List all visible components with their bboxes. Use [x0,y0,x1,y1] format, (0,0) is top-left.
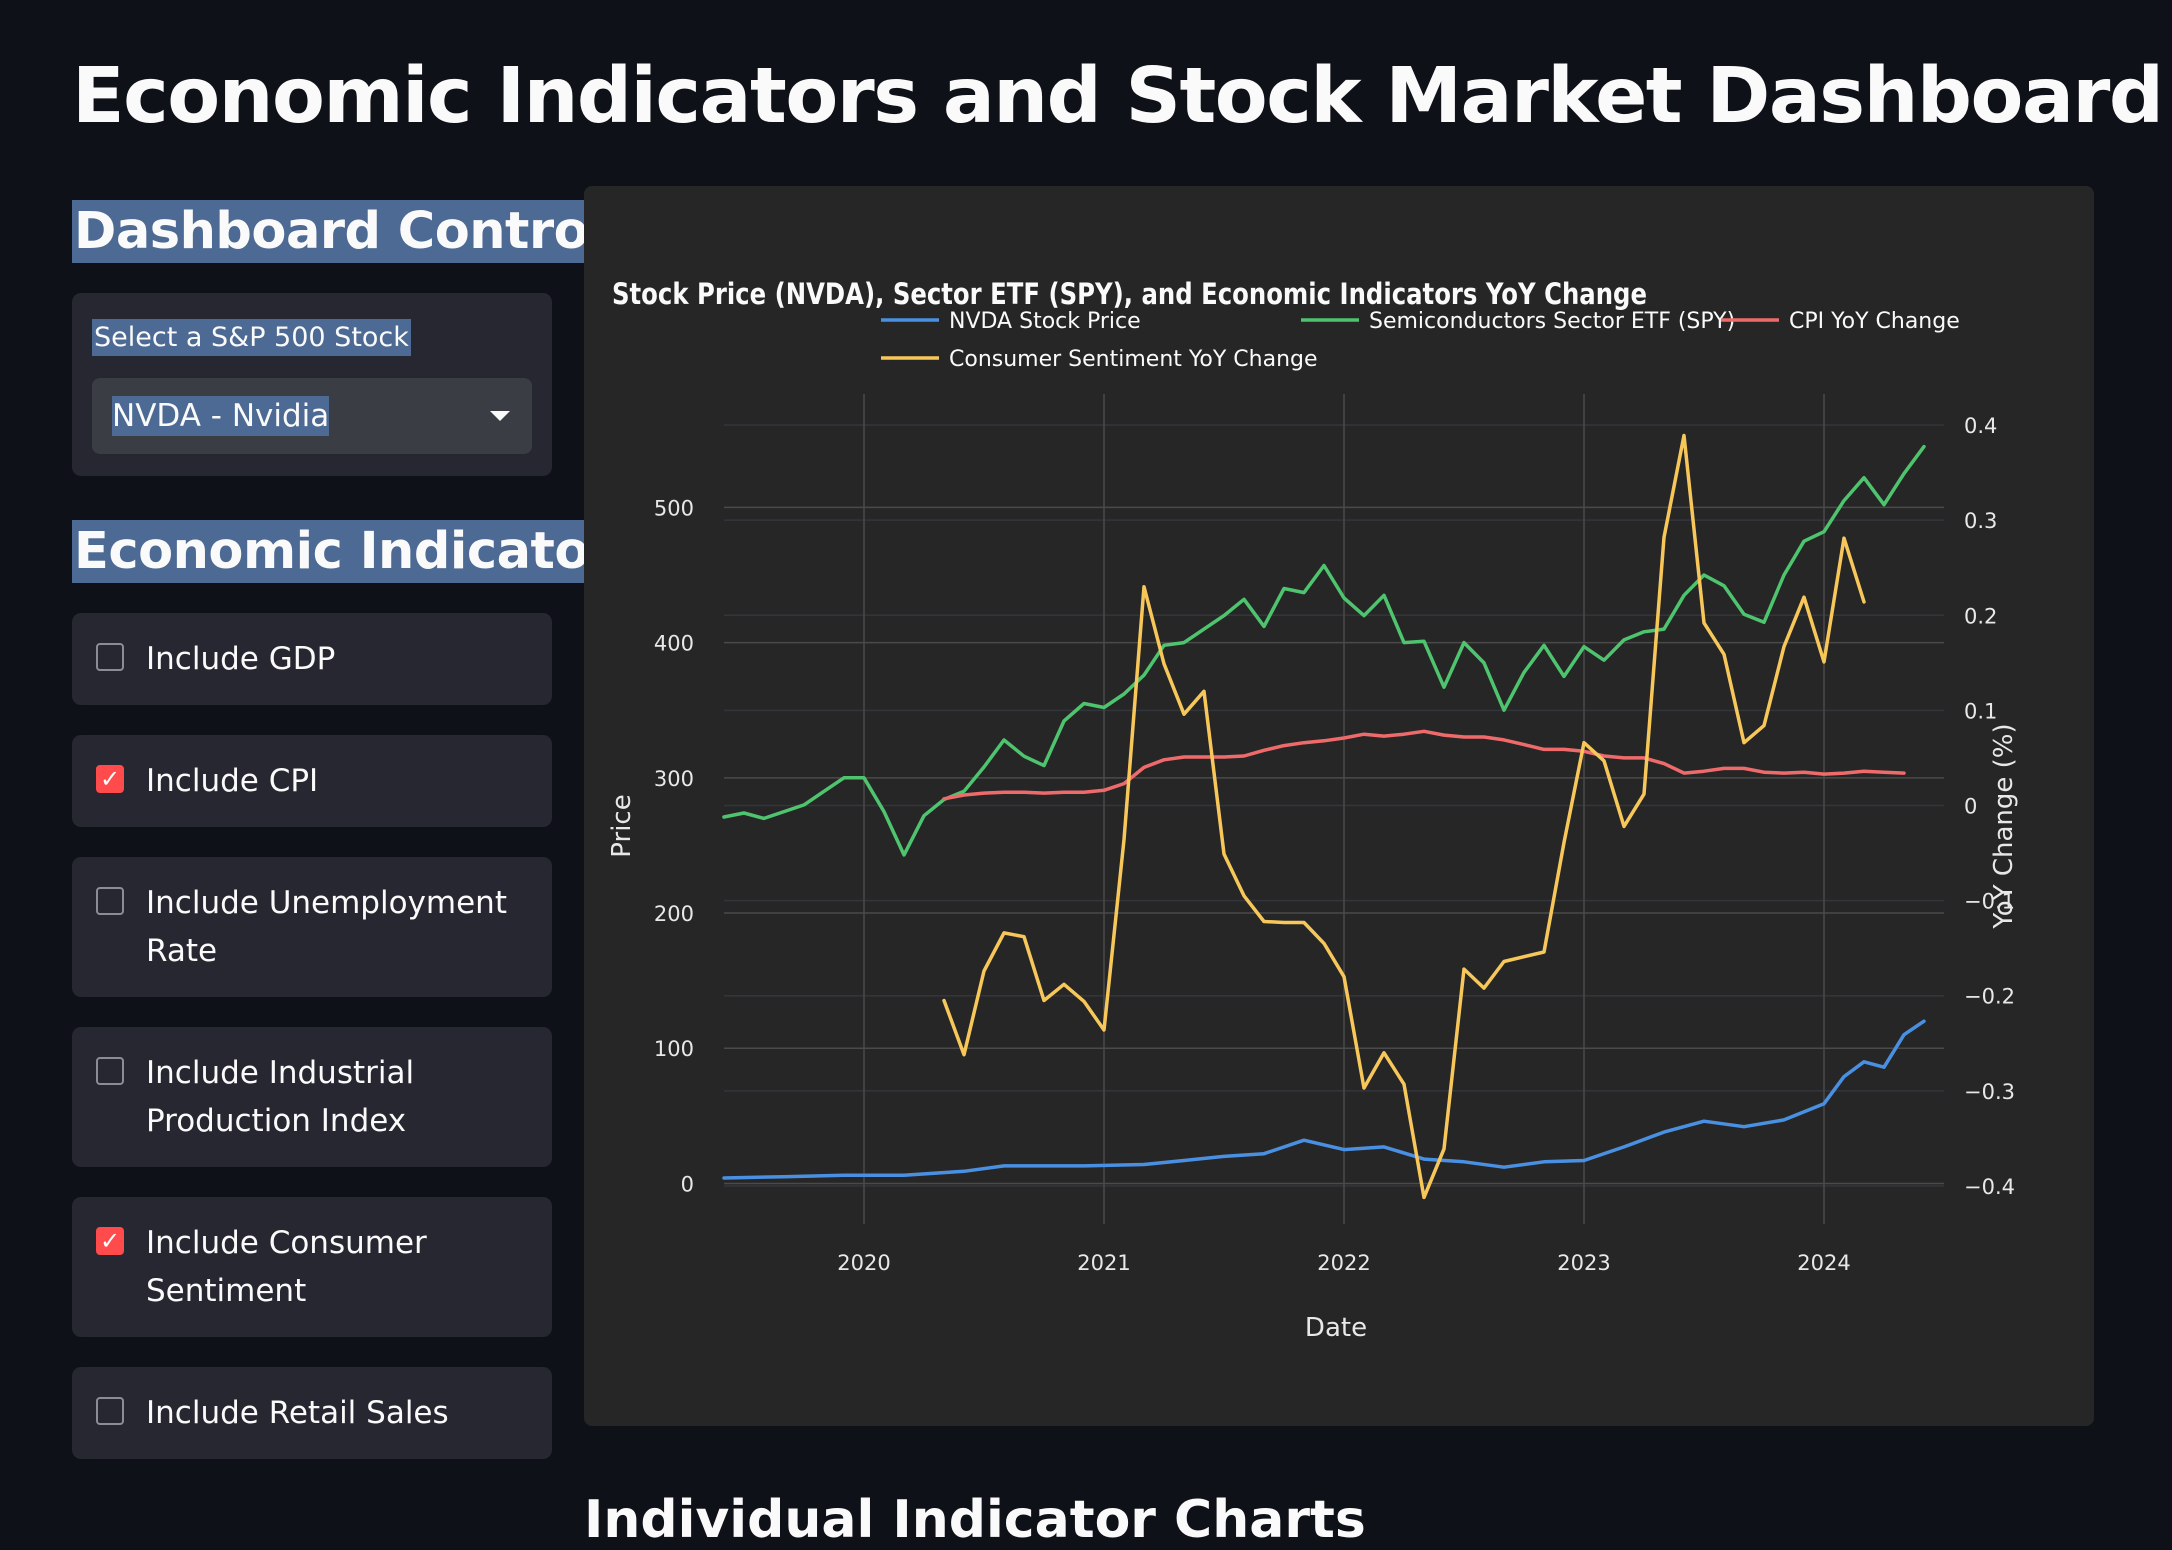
indicator-checkbox-label-line: Production Index [146,1103,407,1139]
indicator-checkbox-label-line: Include CPI [146,763,319,799]
series-line-cpi-yoy-change[interactable] [942,729,1906,801]
indicator-checkbox-label-line: Include GDP [146,641,336,677]
y-tick-label: 400 [654,632,694,656]
y-tick-label: 100 [654,1037,694,1061]
indicator-checkbox-item[interactable]: Include GDP [72,613,552,705]
legend-item[interactable]: NVDA Stock Price [881,309,1141,334]
legend-item[interactable]: Semiconductors Sector ETF (SPY) [1301,309,1735,334]
indicator-checkbox-label: Include Retail Sales [146,1389,449,1437]
y2-tick-label: 0.2 [1964,604,1997,628]
checkbox-unchecked[interactable] [96,643,124,671]
y2-tick-label: −0.1 [1964,890,2015,914]
sidebar: Dashboard Controls Select a S&P 500 Stoc… [72,200,646,1459]
page-title: Economic Indicators and Stock Market Das… [72,52,2164,141]
y2-tick-label: 0.3 [1964,509,1997,533]
economic-indicators-heading: Economic Indicators [72,520,646,583]
series-line-consumer-sentiment-yoy-change[interactable] [942,433,1866,1200]
x-tick-label: 2024 [1797,1251,1850,1275]
chevron-down-icon[interactable] [490,411,510,421]
indicator-checkbox-label: Include GDP [146,635,335,683]
indicator-checkbox-label: Include Unemployment Rate [146,879,507,975]
y-tick-label: 300 [654,767,694,791]
indicator-checkbox-label-line: Sentiment [146,1273,307,1309]
individual-indicator-charts-heading: Individual Indicator Charts [584,1490,1366,1550]
x-tick-label: 2022 [1317,1251,1370,1275]
checkmark-icon: ✓ [99,765,121,793]
y-tick-label: 200 [654,902,694,926]
stock-select-label: Select a S&P 500 Stock [92,319,411,356]
y-axis-label: Price [607,794,637,857]
indicator-checkbox-item[interactable]: Include Retail Sales [72,1367,552,1459]
y2-tick-label: 0.1 [1964,699,1997,723]
indicator-checkbox-item[interactable]: Include Unemployment Rate [72,857,552,997]
indicator-checkbox-label: Include CPI [146,757,318,805]
main-chart: 0.4 0.3 0.2 0.1 0 −0.1 −0.2 −0.3 −0.4 0 100 200 300 4… [607,277,2019,1343]
legend-item[interactable]: Consumer Sentiment YoY Change [881,347,1318,372]
indicator-checkbox-label-line: Include Retail Sales [146,1395,449,1431]
checkmark-icon: ✓ [99,1227,121,1255]
legend-item[interactable]: CPI YoY Change [1721,309,1960,334]
indicator-checkbox-label: Include Industrial Production Index [146,1049,414,1145]
y2-tick-label: −0.3 [1964,1080,2015,1104]
stock-select-value: NVDA - Nvidia [112,396,330,436]
legend-label: NVDA Stock Price [949,309,1141,334]
checkbox-unchecked[interactable] [96,1397,124,1425]
x-tick-label: 2021 [1077,1251,1130,1275]
y2-tick-label: −0.2 [1964,985,2015,1009]
y2-axis-label: YoY Change (%) [1989,723,2019,929]
stock-select-dropdown[interactable]: NVDA - Nvidia [92,378,532,454]
indicator-checkbox-list: Include GDP ✓ Include CPI Include Unemploym… [72,613,552,1459]
indicator-checkbox-label: Include Consumer Sentiment [146,1219,427,1315]
stock-select-card: Select a S&P 500 Stock NVDA - Nvidia [72,293,552,476]
dashboard-controls-heading: Dashboard Controls [72,200,637,263]
series-line-semiconductors-sector-etf-spy[interactable] [722,444,1926,857]
legend-label: CPI YoY Change [1789,309,1960,334]
indicator-checkbox-label-line: Include Industrial [146,1055,415,1091]
indicator-checkbox-label-line: Include Consumer [146,1225,427,1261]
y2-tick-label: −0.4 [1964,1175,2015,1199]
y-tick-label: 500 [654,496,694,520]
indicator-checkbox-item[interactable]: ✓ Include CPI [72,735,552,827]
x-tick-label: 2023 [1557,1251,1610,1275]
y2-tick-label: 0 [1964,794,1977,818]
indicator-checkbox-label-line: Rate [146,933,218,969]
checkbox-unchecked[interactable] [96,887,124,915]
y-tick-label: 0 [681,1172,694,1196]
main-chart-card: 0.4 0.3 0.2 0.1 0 −0.1 −0.2 −0.3 −0.4 0 100 200 300 4… [584,186,2094,1426]
checkbox-checked[interactable]: ✓ [96,1227,124,1255]
chart-title: Stock Price (NVDA), Sector ETF (SPY), an… [612,277,1647,311]
indicator-checkbox-item[interactable]: Include Industrial Production Index [72,1027,552,1167]
checkbox-unchecked[interactable] [96,1057,124,1085]
legend-label: Semiconductors Sector ETF (SPY) [1369,309,1735,334]
indicator-checkbox-label-line: Include Unemployment [146,885,507,921]
indicator-checkbox-item[interactable]: ✓ Include Consumer Sentiment [72,1197,552,1337]
checkbox-checked[interactable]: ✓ [96,765,124,793]
x-axis-label: Date [1305,1313,1367,1343]
x-tick-label: 2020 [837,1251,890,1275]
series-line-nvda-stock-price[interactable] [722,1019,1926,1180]
legend-label: Consumer Sentiment YoY Change [949,347,1318,372]
y2-tick-label: 0.4 [1964,414,1997,438]
